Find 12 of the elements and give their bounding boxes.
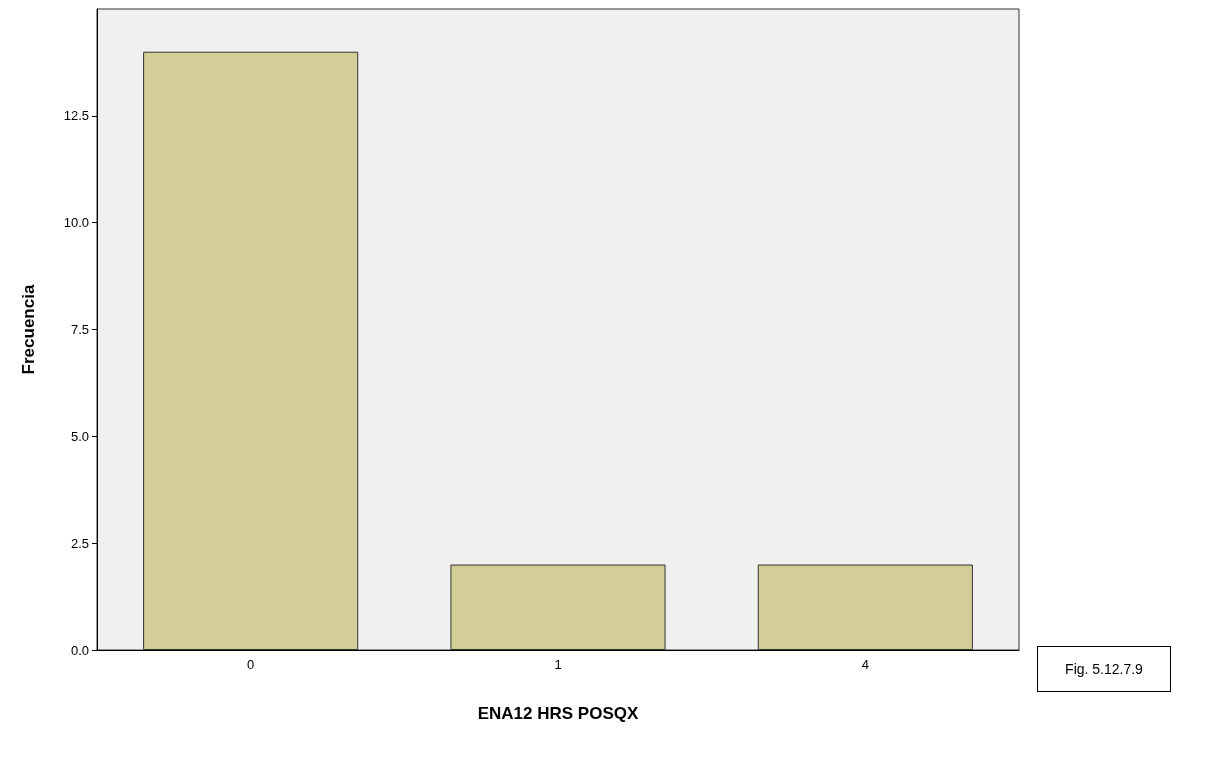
x-tick-label: 0 bbox=[247, 657, 255, 672]
y-tick-label: 2.5 bbox=[70, 535, 89, 551]
y-tick-label: 5.0 bbox=[70, 428, 89, 444]
x-axis-title: ENA12 HRS POSQX bbox=[477, 704, 639, 723]
x-tick-label: 1 bbox=[554, 657, 562, 672]
y-tick-label: 12.5 bbox=[63, 108, 89, 124]
y-tick-label: 10.0 bbox=[63, 215, 89, 231]
y-tick-label: 7.5 bbox=[70, 322, 89, 337]
x-tick-label: 4 bbox=[861, 657, 869, 672]
caption: Fig. 5.12.7.9 bbox=[1037, 646, 1171, 692]
y-axis-title: Frecuencia bbox=[19, 284, 38, 375]
y-tick-label: 0.0 bbox=[70, 642, 89, 658]
